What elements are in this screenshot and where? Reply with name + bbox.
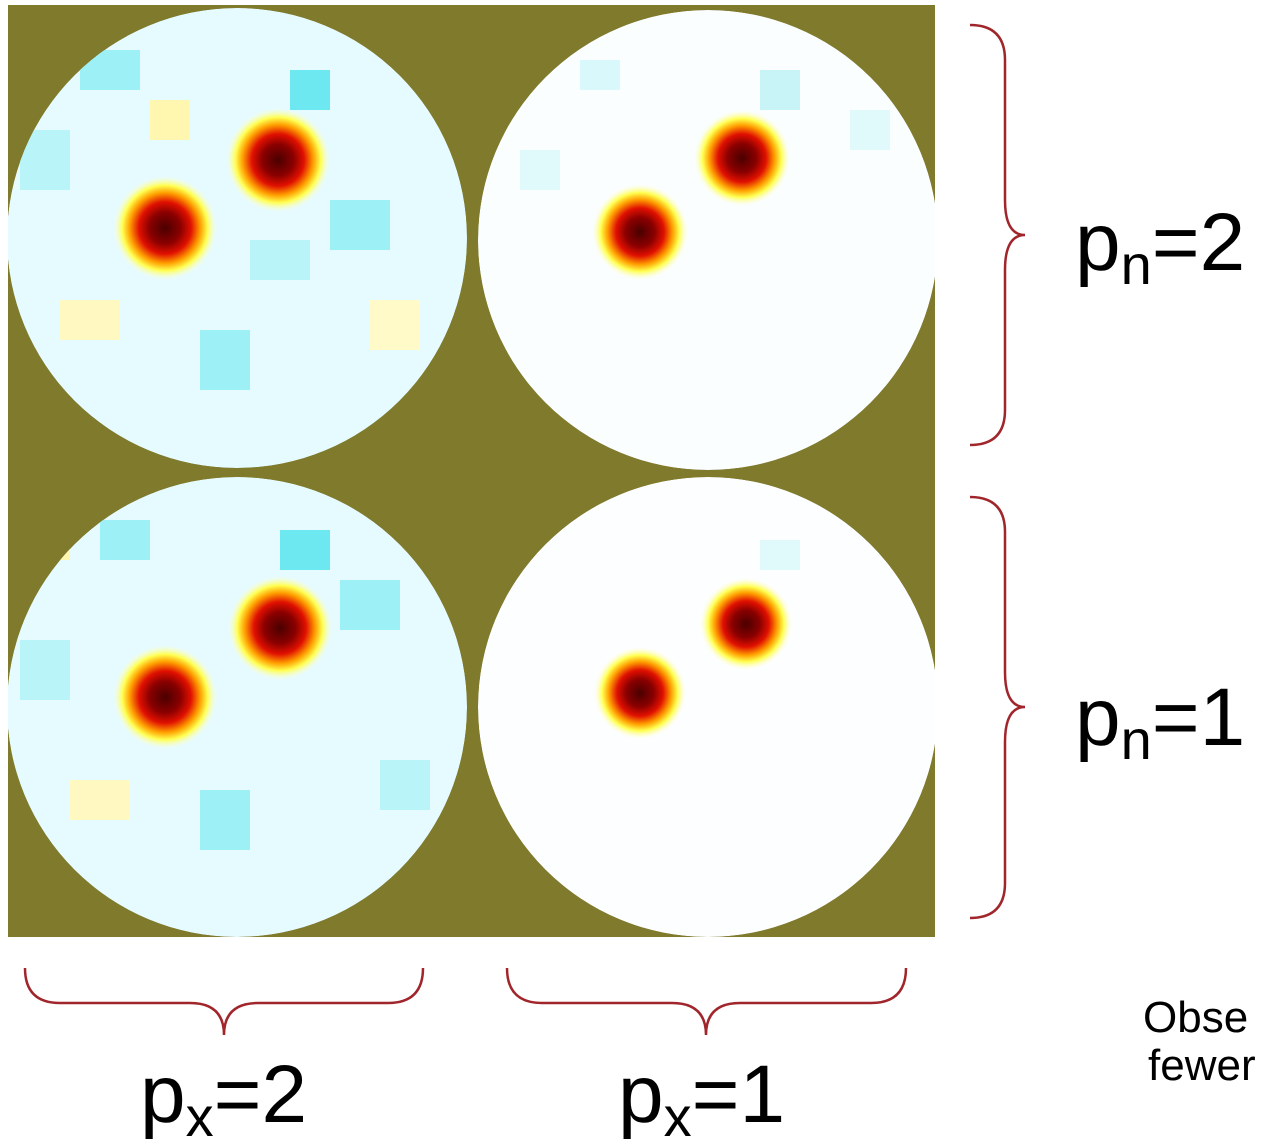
brace (507, 968, 906, 1035)
label-part: x (186, 1085, 214, 1145)
label-part: n (1121, 708, 1152, 771)
brace (970, 25, 1025, 445)
label-part: =1 (692, 1049, 786, 1140)
note-line: Obse (1143, 993, 1248, 1042)
col-label: px=2 (140, 1049, 307, 1145)
label-part: n (1121, 233, 1152, 296)
row-label: pn=1 (1075, 672, 1245, 771)
label-part: p (1075, 197, 1121, 288)
brace (970, 497, 1025, 918)
row-label: pn=2 (1075, 197, 1245, 296)
note-line: fewer (1148, 1041, 1256, 1090)
label-part: =2 (214, 1049, 308, 1140)
label-part: x (664, 1085, 692, 1145)
image-panel (7, 5, 938, 937)
label-part: =1 (1152, 672, 1246, 763)
brace (25, 968, 423, 1035)
col-label: px=1 (618, 1049, 785, 1145)
label-part: p (1075, 672, 1121, 763)
label-part: p (618, 1049, 664, 1140)
label-part: p (140, 1049, 186, 1140)
label-part: =2 (1152, 197, 1246, 288)
figure: pn=2 pn=1 px=2 px=1 Obse fewer (0, 0, 1272, 1145)
